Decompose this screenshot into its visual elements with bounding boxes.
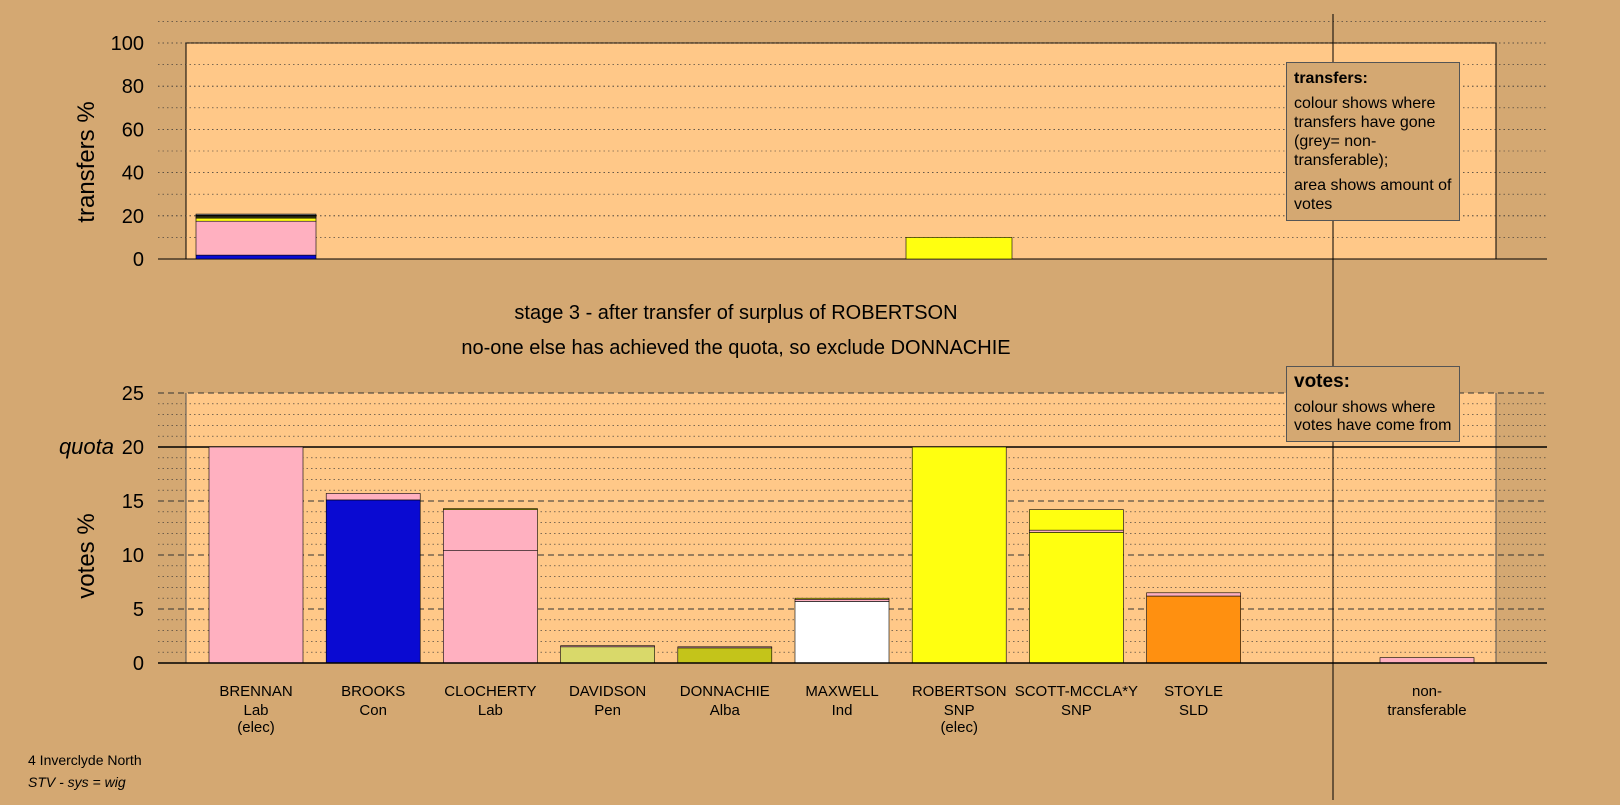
vote-bar-non-transferable-segment-0 — [1379, 657, 1475, 664]
candidate-party-label: Pen — [594, 702, 621, 719]
candidate-party-label: Lab — [478, 702, 503, 719]
candidate-party-label: Lab — [243, 702, 268, 719]
vote-bar-scott-mccla-y-segment-0 — [1029, 532, 1124, 664]
vote-bar-clocherty-segment-2 — [443, 508, 538, 510]
stage-title: stage 3 - after transfer of surplus of R… — [514, 302, 957, 324]
vote-bar-stoyle-segment-1 — [1146, 592, 1241, 597]
transfers-tick-label: 20 — [122, 206, 144, 228]
candidate-party-label: SNP — [1061, 702, 1092, 719]
vote-bar-donnachie-segment-1 — [677, 646, 773, 649]
votes-tick-label: 5 — [133, 599, 144, 621]
transfers-tick-label: 40 — [122, 163, 144, 185]
votes-tick-label: 25 — [122, 383, 144, 405]
candidate-party-label: SLD — [1179, 702, 1208, 719]
candidate-name-label: SCOTT-MCCLA*Y — [1015, 683, 1138, 700]
candidate-name-label: DONNACHIE — [680, 683, 770, 700]
candidate-party-label: Con — [359, 702, 387, 719]
vote-bar-scott-mccla-y-segment-1 — [1029, 529, 1124, 533]
candidate-name-label: CLOCHERTY — [444, 683, 536, 700]
candidate-name-label: BRENNAN — [219, 683, 292, 700]
votes-y-axis-label: votes % — [73, 513, 100, 598]
vote-bar-clocherty-segment-0 — [443, 550, 538, 664]
votes-legend: votes: colour shows where votes have com… — [1286, 366, 1460, 442]
nontransferable-label-line-2: transferable — [1387, 702, 1466, 719]
votes-legend-line-1: colour shows where votes have come from — [1294, 399, 1452, 434]
transfers-legend-line-1: colour shows where transfers have gone (… — [1294, 95, 1436, 169]
transfer-bar-brennan-segment-2 — [195, 217, 317, 222]
transfers-legend: transfers: colour shows where transfers … — [1286, 62, 1460, 221]
transfer-bar-brennan-segment-7 — [195, 213, 317, 216]
transfers-plot-area — [185, 42, 1497, 260]
transfers-y-axis-label: transfers % — [73, 101, 100, 222]
ward-name: 4 Inverclyde North — [28, 752, 142, 768]
vote-bar-scott-mccla-y-segment-2 — [1029, 509, 1124, 531]
candidate-name-label: DAVIDSON — [569, 683, 646, 700]
candidate-name-label: BROOKS — [341, 683, 405, 700]
candidate-name-label: ROBERTSON — [912, 683, 1007, 700]
vote-bar-davidson-segment-0 — [560, 646, 655, 664]
vote-bar-stoyle-segment-0 — [1146, 595, 1241, 664]
quota-label: quota — [59, 434, 114, 459]
system-note: STV - sys = wig — [28, 774, 126, 790]
transfer-bar-brennan-segment-1 — [195, 220, 317, 256]
candidate-status-label: (elec) — [940, 719, 978, 736]
nontransferable-label-line-1: non- — [1412, 683, 1442, 700]
candidate-party-label: SNP — [944, 702, 975, 719]
candidate-name-label: MAXWELL — [805, 683, 878, 700]
vote-bar-donnachie-segment-0 — [677, 647, 773, 664]
votes-tick-label: 20 — [122, 437, 144, 459]
transfers-tick-label: 60 — [122, 119, 144, 141]
vote-bar-robertson-segment-0 — [911, 446, 1007, 664]
candidate-party-label: Alba — [710, 702, 741, 719]
transfers-legend-title: transfers: — [1294, 70, 1368, 87]
transfers-legend-line-2: area shows amount of votes — [1294, 177, 1452, 213]
vote-bar-brooks-segment-1 — [325, 493, 421, 501]
stage-subtitle: no-one else has achieved the quota, so e… — [461, 337, 1010, 359]
vote-bar-maxwell-segment-0 — [794, 601, 890, 664]
vote-bar-brennan-segment-0 — [208, 446, 304, 664]
candidate-status-label: (elec) — [237, 719, 275, 736]
candidate-name-label: STOYLE — [1164, 683, 1223, 700]
transfers-tick-label: 0 — [133, 249, 144, 271]
vote-bar-clocherty-segment-1 — [443, 509, 538, 551]
transfers-tick-label: 100 — [111, 33, 144, 55]
votes-tick-label: 10 — [122, 545, 144, 567]
vote-bar-davidson-segment-1 — [560, 645, 655, 648]
vote-bar-brooks-segment-0 — [325, 499, 421, 664]
vote-bar-maxwell-segment-1 — [794, 598, 890, 602]
votes-legend-title: votes: — [1294, 371, 1350, 392]
transfers-tick-label: 80 — [122, 76, 144, 98]
transfer-bar-brennan-segment-0 — [195, 254, 317, 260]
candidate-party-label: Ind — [832, 702, 853, 719]
transfer-bar-robertson-segment-0 — [905, 237, 1013, 260]
votes-tick-label: 0 — [133, 653, 144, 675]
vote-bar-maxwell-segment-2 — [794, 597, 890, 600]
votes-tick-label: 15 — [122, 491, 144, 513]
